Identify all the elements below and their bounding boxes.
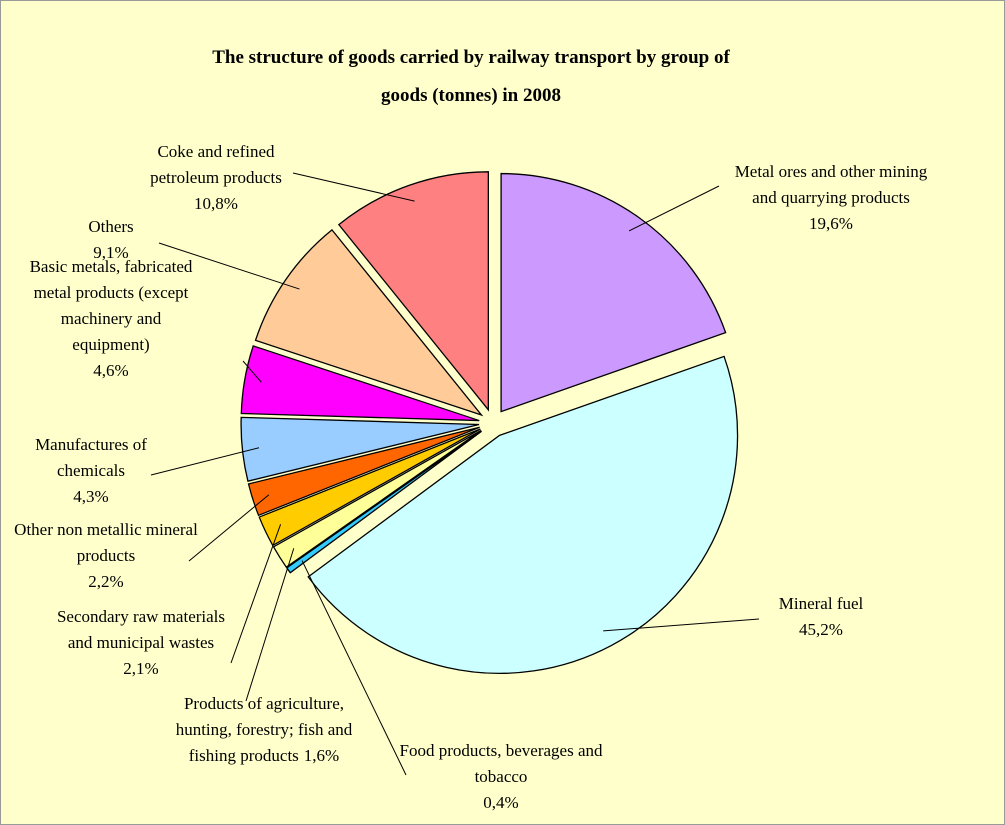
- data-label: Metal ores and other mining and quarryin…: [721, 159, 941, 237]
- leader-line: [628, 185, 720, 232]
- pie-slice: [272, 429, 482, 569]
- value-label: 2,1%: [123, 659, 159, 678]
- value-label: 10,8%: [194, 194, 238, 213]
- value-label: 45,2%: [799, 620, 843, 639]
- pie-slice: [247, 426, 480, 517]
- value-label: 9,1%: [93, 243, 129, 262]
- data-label: Coke and refined petroleum products 10,8%: [126, 139, 306, 217]
- value-label: 4,6%: [93, 361, 129, 380]
- category-label: Coke and refined petroleum products: [150, 142, 282, 187]
- leader-line: [301, 560, 407, 776]
- leader-line: [150, 447, 260, 476]
- data-label: Other non metallic mineral products 2,2%: [11, 517, 201, 595]
- data-label: Others 9,1%: [61, 214, 161, 266]
- category-label: Other non metallic mineral products: [14, 520, 198, 565]
- pie-slice: [307, 355, 739, 674]
- category-label: Basic metals, fabricated metal products …: [29, 257, 193, 354]
- category-label: Others: [88, 217, 134, 236]
- leader-line: [242, 360, 262, 383]
- value-label: 4,3%: [73, 487, 109, 506]
- value-label: 19,6%: [809, 214, 853, 233]
- leader-line: [292, 172, 415, 202]
- category-label: Manufactures of chemicals: [35, 435, 147, 480]
- value-label: 1,6%: [303, 746, 340, 765]
- pie-slice: [500, 172, 727, 413]
- data-label: Mineral fuel 45,2%: [751, 591, 891, 643]
- pie-slice: [240, 345, 480, 422]
- data-label: Products of agriculture, hunting, forest…: [173, 691, 355, 769]
- pie-slice: [285, 430, 483, 574]
- category-label: Products of agriculture, hunting, forest…: [175, 694, 353, 765]
- category-label: Secondary raw materials and municipal wa…: [56, 607, 226, 652]
- pie-slice: [254, 228, 484, 417]
- value-label: 2,2%: [88, 572, 124, 591]
- leader-line: [158, 242, 300, 290]
- category-label: Metal ores and other mining and quarryin…: [734, 162, 928, 207]
- leader-line: [230, 524, 282, 664]
- data-label: Secondary raw materials and municipal wa…: [56, 604, 226, 682]
- pie-slice: [337, 171, 489, 412]
- pie-slice: [240, 416, 480, 482]
- leader-line: [188, 494, 270, 562]
- leader-line: [603, 618, 760, 632]
- data-label: Manufactures of chemicals 4,3%: [11, 432, 171, 510]
- leader-line: [245, 548, 295, 702]
- category-label: Food products, beverages and tobacco: [399, 741, 603, 786]
- category-label: Mineral fuel: [778, 594, 864, 613]
- data-label: Basic metals, fabricated metal products …: [26, 254, 196, 384]
- chart-title: The structure of goods carried by railwa…: [212, 47, 730, 106]
- data-label: Food products, beverages and tobacco 0,4%: [391, 738, 611, 816]
- value-label: 0,4%: [483, 793, 519, 812]
